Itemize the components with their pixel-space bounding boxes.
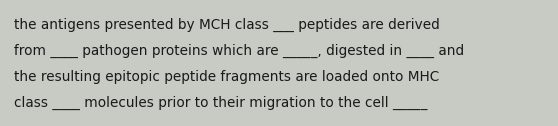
Text: from ____ pathogen proteins which are _____, digested in ____ and: from ____ pathogen proteins which are __… [14, 44, 464, 58]
Text: class ____ molecules prior to their migration to the cell _____: class ____ molecules prior to their migr… [14, 96, 427, 110]
Text: the resulting epitopic peptide fragments are loaded onto MHC: the resulting epitopic peptide fragments… [14, 70, 439, 84]
Text: the antigens presented by MCH class ___ peptides are derived: the antigens presented by MCH class ___ … [14, 18, 440, 32]
